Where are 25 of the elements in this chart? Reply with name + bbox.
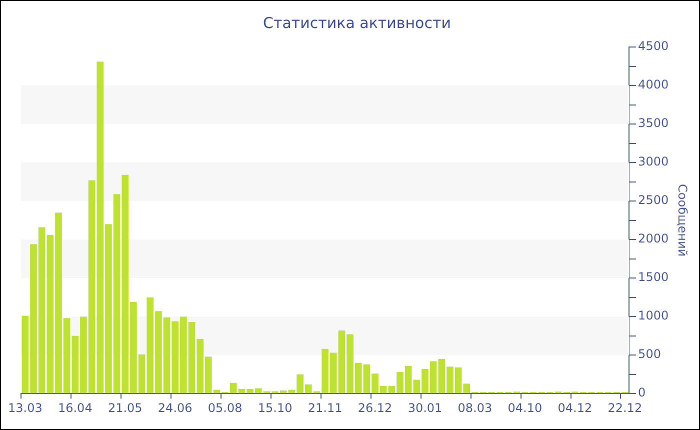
x-tick-label: 04.10 <box>508 400 542 415</box>
x-tick-label: 08.03 <box>458 400 492 415</box>
x-tick-label: 21.11 <box>308 400 342 415</box>
y-tick-label: 0 <box>638 386 646 400</box>
y-tick-label: 3500 <box>638 116 669 130</box>
y-tick-label: 2500 <box>638 193 669 208</box>
chart-title: Статистика активности <box>263 14 451 32</box>
x-tick-label: 15.10 <box>258 400 292 415</box>
x-tick-label: 22.12 <box>608 400 642 415</box>
y-tick-label: 1000 <box>638 308 669 323</box>
y-tick-label: 2000 <box>638 232 669 246</box>
y-tick-label: 500 <box>638 347 661 362</box>
x-tick-label: 21.05 <box>108 400 142 415</box>
x-tick-label: 30.01 <box>408 400 442 415</box>
x-tick-label: 16.04 <box>58 400 92 415</box>
y-tick-label: 3000 <box>638 154 669 169</box>
x-tick-label: 24.06 <box>158 400 192 415</box>
y-tick-label: 4000 <box>638 78 669 92</box>
y-tick-label: 4500 <box>638 39 669 54</box>
y-tick-label: 1500 <box>638 270 669 284</box>
x-tick-label: 26.12 <box>358 400 392 415</box>
y-axis-title: Сообщений <box>676 184 690 257</box>
x-tick-label: 04.12 <box>558 400 592 415</box>
x-tick-label: 05.08 <box>208 400 242 415</box>
x-tick-label: 13.03 <box>8 400 42 415</box>
